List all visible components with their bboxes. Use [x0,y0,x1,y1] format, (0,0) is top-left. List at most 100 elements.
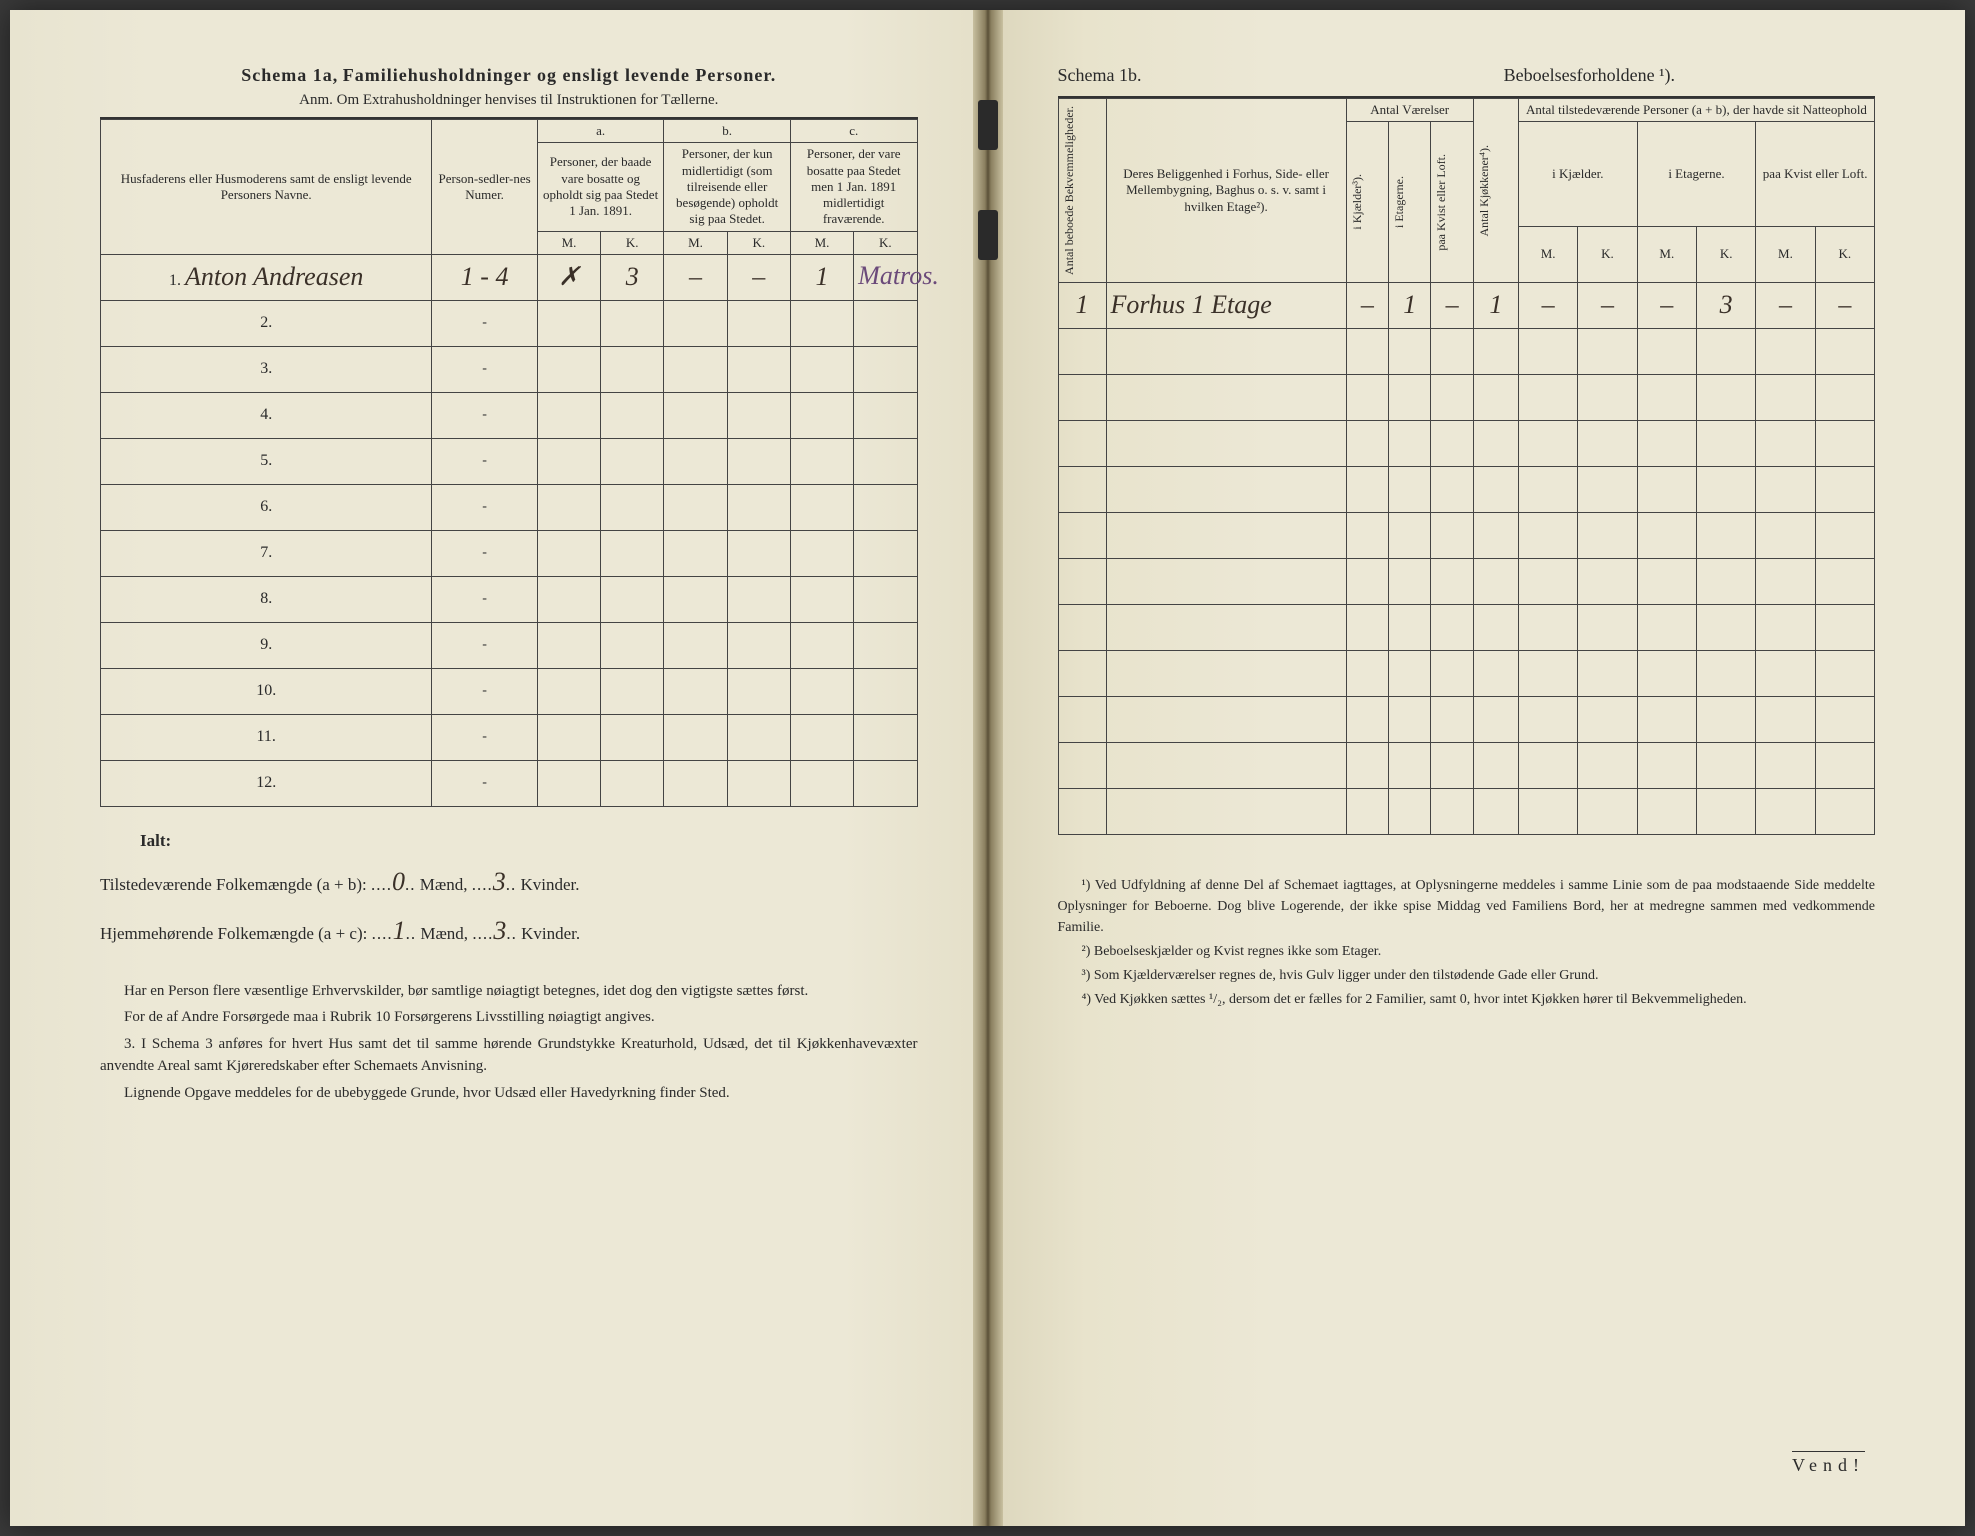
footnote-4: ⁴) Ved Kjøkken sættes ¹/₂, dersom det er… [1058,989,1876,1010]
table-row: 3.- [101,346,918,392]
col-v-etag: i Etagerne. [1389,122,1431,283]
col-p-kvist: paa Kvist eller Loft. [1756,122,1875,227]
note-2: For de af Andre Forsørgede maa i Rubrik … [100,1006,918,1029]
r1-pkM: – [1518,282,1577,328]
note-1: Har en Person flere væsentlige Erhvervsk… [100,980,918,1003]
col-v-kvist-text: paa Kvist eller Loft. [1435,150,1448,255]
r1-plK: – [1815,282,1874,328]
row-1-aK: 3 [601,254,664,300]
tilstede-label: Tilstedeværende Folkemængde (a + b): [100,875,371,894]
table-row [1058,650,1875,696]
row-1-bK: – [727,254,790,300]
note-3-bold: 3. I Schema 3 [124,1036,213,1052]
row-1-aM: ✗ [537,254,600,300]
footnotes: ¹) Ved Udfyldning af denne Del af Schema… [1058,875,1876,1010]
row-1-name: Anton Andreasen [185,262,363,291]
table-row: 2.- [101,300,918,346]
note-4: Lignende Opgave meddeles for de ubebygge… [100,1082,918,1105]
col-v-kjael-text: i Kjælder³). [1351,170,1364,234]
kvinder-label-2: Kvinder. [521,924,580,943]
table-row: 6.- [101,484,918,530]
maend-label-1: Mænd, [420,875,468,894]
r1-peK: 3 [1696,282,1755,328]
hjemme-m: 1 [393,916,406,945]
col-kjokken: Antal Kjøkkener⁴). [1473,99,1518,283]
schema-1a-label: Schema 1a, [241,65,338,85]
row-3: 3. [101,346,432,392]
row-7: 7. [101,530,432,576]
row-1-num: 1. [169,272,181,289]
r1-plM: – [1756,282,1815,328]
col-bekvem-text: Antal beboede Bekvemmeligheder. [1063,102,1076,279]
row-10: 10. [101,668,432,714]
schema-1a-table: Husfaderens eller Husmoderens samt de en… [100,119,918,807]
hjemme-label: Hjemmehørende Folkemængde (a + c): [100,924,372,943]
table-row: 9.- [101,622,918,668]
table-row [1058,420,1875,466]
p-etag-k: K. [1696,227,1755,283]
col-c-m: M. [790,231,853,254]
census-book: Schema 1a, Familiehusholdninger og ensli… [10,10,1965,1526]
table-row: 7.- [101,530,918,576]
col-b-m: M. [664,231,727,254]
table-row: 1. Anton Andreasen 1 - 4 ✗ 3 – – 1 Matro… [101,254,918,300]
table-row [1058,788,1875,834]
schema-1b-title: Beboelsesforholdene ¹). [1504,65,1675,86]
row-1-cK: Matros. [854,254,917,300]
table-row [1058,328,1875,374]
right-page: Schema 1b. Beboelsesforholdene ¹). Antal… [988,10,1966,1526]
col-beliggenhed: Deres Beliggenhed i Forhus, Side- eller … [1106,99,1346,283]
right-title: Schema 1b. Beboelsesforholdene ¹). [1058,65,1876,98]
table-row: 11.- [101,714,918,760]
r1-belig: Forhus 1 Etage [1106,282,1346,328]
table-1b-body: 1 Forhus 1 Etage – 1 – 1 – – – 3 – – [1058,282,1875,834]
table-row: 5.- [101,438,918,484]
table-row: 8.- [101,576,918,622]
schema-1a-title: Familiehusholdninger og ensligt levende … [343,65,777,85]
table-body: 1. Anton Andreasen 1 - 4 ✗ 3 – – 1 Matro… [101,254,918,806]
r1-bek: 1 [1058,282,1106,328]
row-1: 1. Anton Andreasen [101,254,432,300]
col-a-m: M. [537,231,600,254]
note-3: 3. I Schema 3 anføres for hvert Hus samt… [100,1033,918,1078]
row-11: 11. [101,714,432,760]
table-row: 12.- [101,760,918,806]
p-etag-m: M. [1637,227,1696,283]
vend-label: Vend! [1792,1451,1865,1476]
row-9: 9. [101,622,432,668]
col-bekvem: Antal beboede Bekvemmeligheder. [1058,99,1106,283]
col-a-k: K. [601,231,664,254]
table-row: 10.- [101,668,918,714]
margin-note: Matros. [858,261,939,291]
col-v-kjael: i Kjælder³). [1346,122,1388,283]
schema-1b-table: Antal beboede Bekvemmeligheder. Deres Be… [1058,98,1876,835]
row-2: 2. [101,300,432,346]
col-v-kvist: paa Kvist eller Loft. [1431,122,1473,283]
anm-note: Anm. Om Extrahusholdninger henvises til … [100,92,918,119]
row-8: 8. [101,576,432,622]
col-b-head: b. [664,120,791,143]
table-row [1058,742,1875,788]
table-row [1058,696,1875,742]
col-personseddel: Person-sedler-nes Numer. [432,120,537,255]
left-title: Schema 1a, Familiehusholdninger og ensli… [100,65,918,86]
r1-peM: – [1637,282,1696,328]
table-row [1058,466,1875,512]
row-4: 4. [101,392,432,438]
book-spine [973,10,1003,1526]
col-p-kjael: i Kjælder. [1518,122,1637,227]
col-b-desc: Personer, der kun midlertidigt (som tilr… [664,143,791,231]
col-kjokken-text: Antal Kjøkkener⁴). [1478,141,1491,241]
totals-block: Ialt: Tilstedeværende Folkemængde (a + b… [100,825,918,956]
table-row [1058,558,1875,604]
r1-kj: 1 [1473,282,1518,328]
p-kjael-k: K. [1578,227,1637,283]
col-vaerelser: Antal Værelser [1346,99,1473,122]
p-kvist-k: K. [1815,227,1874,283]
r1-ve: 1 [1389,282,1431,328]
col-c-desc: Personer, der vare bosatte paa Stedet me… [790,143,917,231]
footnote-2: ²) Beboelseskjælder og Kvist regnes ikke… [1058,941,1876,962]
table-row [1058,512,1875,558]
col-a-head: a. [537,120,664,143]
table-row [1058,374,1875,420]
